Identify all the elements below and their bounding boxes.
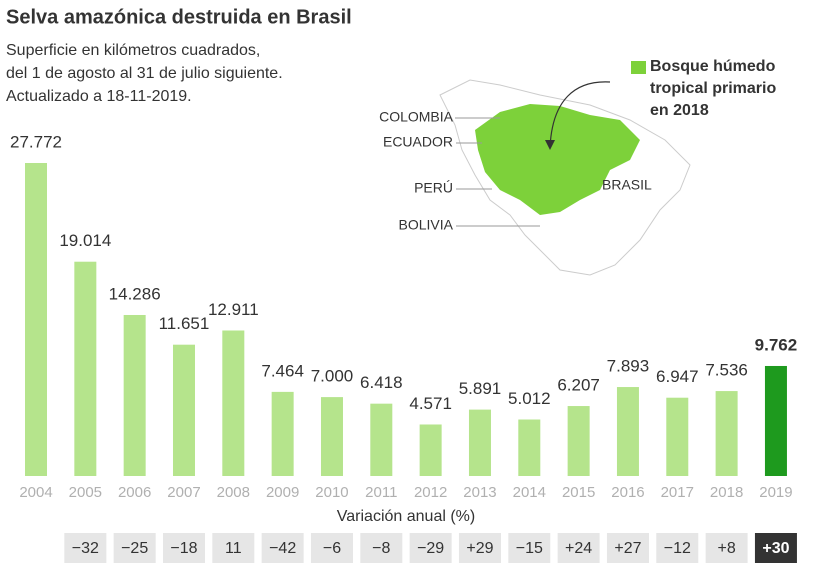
- bar: [123, 314, 146, 476]
- arrow-head: [545, 140, 555, 150]
- change-label: −12: [664, 540, 691, 557]
- change-box: [113, 533, 156, 563]
- value-label: 9.762: [755, 335, 798, 354]
- bar: [666, 397, 689, 476]
- change-label: 11: [225, 540, 242, 557]
- subtitle: Actualizado a 18-11-2019.: [6, 88, 192, 105]
- change-label: +27: [614, 540, 641, 557]
- value-label: 7.893: [607, 357, 650, 376]
- bar: [370, 403, 393, 476]
- value-label: 7.000: [311, 367, 354, 386]
- x-tick-label: 2008: [217, 484, 250, 501]
- bar: [222, 330, 245, 476]
- change-label: −8: [372, 540, 390, 557]
- bar: [172, 344, 195, 476]
- subtitle: Superficie en kilómetros cuadrados,: [6, 42, 260, 59]
- value-label: 6.418: [360, 373, 403, 392]
- change-box: [360, 533, 403, 563]
- change-box: [458, 533, 501, 563]
- x-tick-label: 2019: [759, 484, 792, 501]
- value-label: 11.651: [159, 314, 210, 333]
- legend-swatch: [631, 61, 646, 74]
- x-tick-label: 2013: [463, 484, 496, 501]
- change-label: +24: [565, 540, 592, 557]
- bar: [74, 261, 97, 476]
- legend-text: Bosque húmedo: [650, 58, 776, 75]
- x-tick-label: 2009: [266, 484, 299, 501]
- change-label: −25: [121, 540, 148, 557]
- bar: [567, 406, 590, 476]
- x-tick-label: 2016: [611, 484, 644, 501]
- change-label: −18: [170, 540, 197, 557]
- x-tick-label: 2014: [513, 484, 546, 501]
- change-box: [261, 533, 304, 563]
- value-label: 5.891: [459, 379, 502, 398]
- x-tick-label: 2017: [661, 484, 694, 501]
- x-tick-label: 2010: [315, 484, 348, 501]
- bar: [518, 419, 541, 476]
- change-label: +8: [717, 540, 735, 557]
- map-label: BOLIVIA: [399, 217, 454, 233]
- bar: [320, 397, 343, 476]
- legend-text: en 2018: [650, 102, 709, 119]
- x-tick-label: 2012: [414, 484, 447, 501]
- value-label: 27.772: [10, 132, 62, 151]
- change-box: [310, 533, 353, 563]
- value-label: 7.536: [705, 361, 748, 380]
- change-box: [754, 533, 797, 563]
- value-label: 6.947: [656, 367, 699, 386]
- value-label: 12.911: [208, 300, 259, 319]
- change-box: [557, 533, 600, 563]
- x-tick-label: 2018: [710, 484, 743, 501]
- map-label: PERÚ: [414, 180, 453, 196]
- change-box: [508, 533, 551, 563]
- bar: [25, 163, 47, 476]
- value-label: 19.014: [59, 231, 111, 250]
- subtitle: del 1 de agosto al 31 de julio siguiente…: [6, 65, 283, 82]
- map-label: COLOMBIA: [379, 109, 454, 125]
- x-tick-label: 2006: [118, 484, 151, 501]
- change-label: −29: [417, 540, 444, 557]
- value-label: 7.464: [261, 361, 304, 380]
- change-box: [162, 533, 205, 563]
- change-label: −6: [323, 540, 341, 557]
- value-label: 14.286: [109, 284, 161, 303]
- forest: [475, 104, 640, 215]
- change-label: +30: [762, 540, 789, 557]
- change-label: −32: [72, 540, 99, 557]
- bar: [764, 365, 787, 476]
- value-label: 5.012: [508, 389, 551, 408]
- change-box: [606, 533, 649, 563]
- bar: [616, 387, 639, 476]
- change-label: −15: [516, 540, 543, 557]
- change-label: +29: [466, 540, 493, 557]
- change-box: [409, 533, 452, 563]
- x-tick-label: 2015: [562, 484, 595, 501]
- map: [439, 61, 691, 276]
- map-label: BRASIL: [602, 177, 652, 193]
- map-label: ECUADOR: [383, 134, 453, 150]
- x-tick-label: 2007: [167, 484, 200, 501]
- change-box: [212, 533, 255, 563]
- change-box: [705, 533, 748, 563]
- x-tick-label: 2004: [19, 484, 52, 501]
- chart-title: Selva amazónica destruida en Brasil: [6, 6, 352, 28]
- change-label: −42: [269, 540, 296, 557]
- value-label: 4.571: [409, 394, 452, 413]
- arrow: [549, 81, 611, 149]
- bar: [468, 409, 491, 476]
- change-box: [64, 533, 107, 563]
- legend-text: tropical primario: [650, 80, 776, 97]
- bar: [271, 391, 294, 476]
- value-label: 6.207: [557, 376, 600, 395]
- change-title: Variación anual (%): [337, 508, 475, 525]
- change-box: [656, 533, 699, 563]
- x-tick-label: 2011: [365, 484, 397, 501]
- x-tick-label: 2005: [69, 484, 102, 501]
- bar: [715, 391, 738, 476]
- bar: [419, 424, 442, 476]
